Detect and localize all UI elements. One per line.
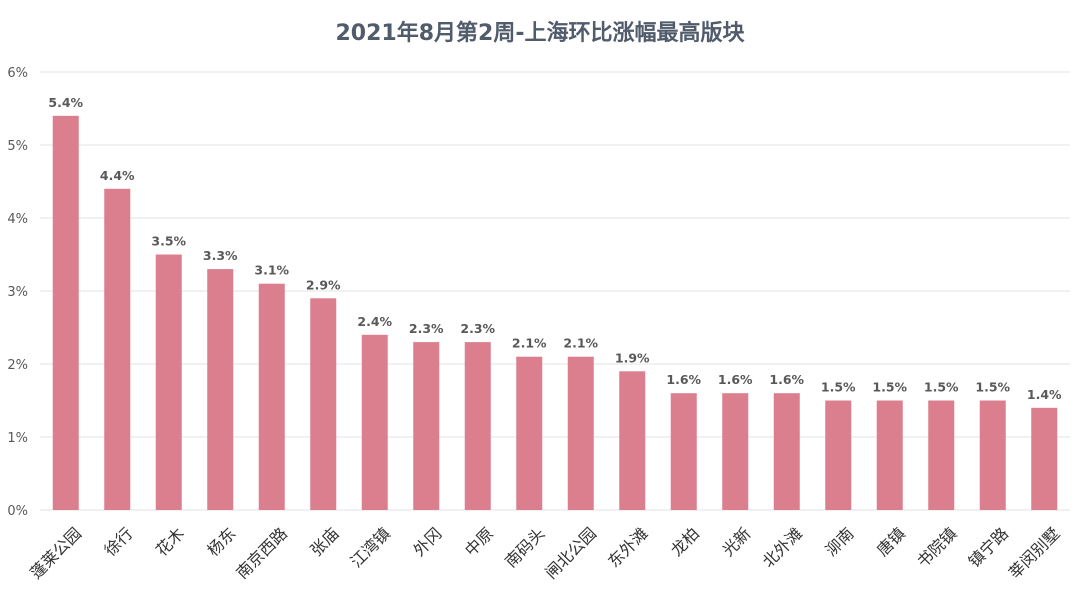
- data-label: 2.4%: [357, 314, 392, 329]
- x-tick-label: 蓬莱公园: [26, 524, 85, 583]
- x-tick-label: 南码头: [501, 524, 548, 571]
- x-tick-label: 东外滩: [604, 524, 651, 571]
- bar: [104, 188, 131, 511]
- data-label: 1.4%: [1027, 387, 1062, 402]
- bar: [619, 371, 646, 510]
- y-tick-label: 0%: [7, 504, 28, 519]
- data-label: 3.3%: [203, 248, 238, 263]
- bar: [825, 400, 852, 510]
- y-tick-label: 4%: [7, 212, 28, 227]
- y-tick-label: 1%: [7, 431, 28, 446]
- x-tick-label: 莘闵别墅: [1005, 524, 1064, 583]
- data-label: 1.6%: [666, 372, 701, 387]
- bar: [722, 393, 749, 510]
- x-tick-label: 徐行: [100, 524, 136, 560]
- bars: [52, 115, 1058, 511]
- y-tick-label: 5%: [7, 139, 28, 154]
- x-tick-label: 龙柏: [667, 524, 703, 560]
- x-tick-label: 花木: [152, 524, 188, 560]
- data-label: 1.6%: [769, 372, 804, 387]
- x-tick-label: 外冈: [409, 524, 445, 560]
- data-label: 1.5%: [872, 380, 907, 395]
- x-tick-label: 中原: [461, 524, 497, 560]
- x-tick-label: 南京西路: [232, 524, 291, 583]
- x-tick-label: 镇宁路: [965, 524, 1012, 571]
- bar: [310, 298, 337, 510]
- bar: [979, 400, 1006, 510]
- bar: [567, 356, 594, 510]
- y-tick-label: 2%: [7, 358, 28, 373]
- bar: [413, 342, 440, 510]
- x-tick-label: 江湾镇: [347, 524, 394, 571]
- data-label: 1.5%: [821, 380, 856, 395]
- y-axis: 0% 1% 2% 3% 4% 5% 6%: [7, 66, 28, 519]
- bar: [773, 393, 800, 510]
- gridlines: [40, 71, 1070, 511]
- x-tick-label: 书院镇: [913, 524, 960, 571]
- chart-title: 2021年8月第2周-上海环比涨幅最高版块: [336, 20, 746, 46]
- bar: [464, 342, 491, 510]
- data-label: 1.5%: [924, 380, 959, 395]
- bar: [1031, 407, 1058, 510]
- data-label: 5.4%: [48, 95, 83, 110]
- bar: [516, 356, 543, 510]
- data-label: 2.1%: [563, 336, 598, 351]
- bar: [670, 393, 697, 510]
- data-label: 1.6%: [718, 372, 753, 387]
- data-label: 1.9%: [615, 350, 650, 365]
- y-tick-label: 6%: [7, 66, 28, 81]
- x-tick-label: 泖南: [821, 524, 857, 560]
- x-tick-label: 北外滩: [759, 524, 806, 571]
- x-tick-label: 张庙: [306, 524, 342, 560]
- data-label: 3.1%: [254, 263, 289, 278]
- bar: [876, 400, 903, 510]
- data-labels: 5.4% 4.4% 3.5% 3.3% 3.1% 2.9% 2.4% 2.3% 2.3% 2.1%…: [48, 95, 1062, 402]
- bar: [155, 254, 182, 510]
- y-tick-label: 3%: [7, 285, 28, 300]
- data-label: 3.5%: [151, 234, 186, 249]
- bar: [361, 334, 388, 510]
- data-label: 2.3%: [409, 321, 444, 336]
- bar: [928, 400, 955, 510]
- data-label: 2.1%: [512, 336, 547, 351]
- x-tick-label: 杨东: [203, 524, 239, 560]
- data-label: 1.5%: [975, 380, 1010, 395]
- bar: [207, 269, 234, 510]
- x-tick-label: 光新: [718, 524, 754, 560]
- bar: [258, 283, 285, 510]
- x-tick-label: 闸北公园: [541, 524, 600, 583]
- bar: [52, 115, 79, 511]
- data-label: 2.9%: [306, 277, 341, 292]
- data-label: 2.3%: [460, 321, 495, 336]
- x-tick-label: 唐镇: [873, 524, 909, 560]
- data-label: 4.4%: [100, 168, 135, 183]
